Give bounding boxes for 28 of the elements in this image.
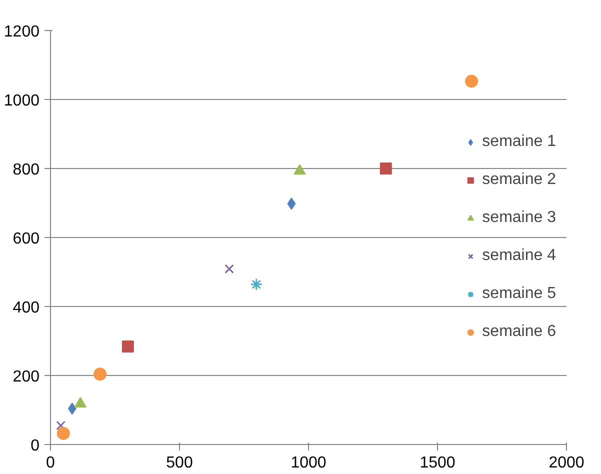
x-tick-label: 500 xyxy=(166,454,193,472)
legend-label: semaine 2 xyxy=(482,171,556,189)
point xyxy=(56,420,66,430)
y-tick-label: 600 xyxy=(12,230,40,248)
x-tick-label: 2000 xyxy=(548,454,584,472)
point xyxy=(250,278,263,291)
point xyxy=(94,368,107,381)
y-tick-label: 1200 xyxy=(4,24,40,40)
point xyxy=(287,198,296,210)
legend-label: semaine 1 xyxy=(482,133,556,151)
point xyxy=(122,340,134,353)
y-tick-label: 0 xyxy=(30,438,40,454)
legend-label: semaine 6 xyxy=(482,323,556,341)
legend-label: semaine 5 xyxy=(482,285,556,303)
y-tick-label: 400 xyxy=(12,300,40,316)
point xyxy=(380,162,392,174)
point xyxy=(294,164,306,175)
legend-label: semaine 3 xyxy=(482,209,556,227)
y-tick-label: 200 xyxy=(12,368,40,386)
y-tick-label: 1000 xyxy=(4,92,40,110)
point xyxy=(56,426,70,440)
x-tick-label: 0 xyxy=(46,454,56,472)
x-tick-label: 1500 xyxy=(420,454,456,472)
legend-label: semaine 4 xyxy=(482,247,556,265)
y-tick-label: 800 xyxy=(12,162,40,178)
x-tick-label: 1000 xyxy=(290,454,326,472)
point xyxy=(465,74,478,88)
point xyxy=(224,264,234,274)
